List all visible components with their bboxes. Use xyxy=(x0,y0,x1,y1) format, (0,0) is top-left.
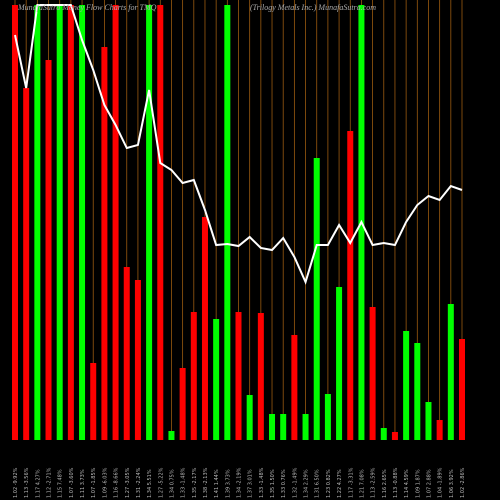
x-tick-label: 1.35 -2.17% xyxy=(192,467,198,498)
x-tick-label: 1.07 -1.85% xyxy=(91,467,97,498)
bar xyxy=(34,5,41,440)
x-tick-label: 1.33 -1.48% xyxy=(181,467,187,498)
bar xyxy=(45,60,52,440)
bar xyxy=(12,5,18,440)
x-tick-label: 1.35 1.50% xyxy=(270,469,276,498)
bar xyxy=(246,395,253,440)
bar xyxy=(101,47,108,440)
bar xyxy=(90,363,97,440)
x-tick-label: 1.13 -2.59% xyxy=(371,467,377,498)
bar xyxy=(459,339,465,440)
x-tick-label: 1.15 7.48% xyxy=(58,469,64,498)
x-tick-label: 1.09 -6.03% xyxy=(102,467,108,498)
x-tick-label: 1.27 -5.22% xyxy=(158,467,164,498)
x-tick-label: 1.34 -2.19% xyxy=(237,467,243,498)
x-tick-label: 1.17 -3.31% xyxy=(348,467,354,498)
bar xyxy=(112,5,119,440)
bar xyxy=(157,5,164,440)
bar xyxy=(235,312,242,440)
bar xyxy=(336,287,343,440)
bar xyxy=(179,368,186,440)
x-tick-label: 1.16 -8.66% xyxy=(114,467,120,498)
x-tick-label: 1.39 3.73% xyxy=(225,469,231,498)
bar xyxy=(291,335,298,440)
chart-title: MunafaSutra Money Flow Charts for TMQ xyxy=(17,3,157,12)
x-tick-label: 1.27 -3.05% xyxy=(125,467,131,498)
bar xyxy=(436,420,443,440)
bar xyxy=(224,5,231,440)
bar xyxy=(67,5,74,440)
bar xyxy=(347,131,354,440)
x-tick-label: 1.38 -2.13% xyxy=(203,467,209,498)
x-tick-label: 1.17 4.27% xyxy=(35,469,41,498)
bar xyxy=(213,319,220,440)
x-tick-label: 1.37 3.01% xyxy=(248,469,254,498)
x-tick-label: 1.22 4.27% xyxy=(337,469,343,498)
x-tick-label: 1.32 -1.49% xyxy=(292,467,298,498)
x-tick-label: 1.04 -1.89% xyxy=(438,467,444,498)
x-tick-label: 1.09 1.87% xyxy=(415,469,421,498)
bar xyxy=(123,267,130,440)
bar xyxy=(56,5,63,440)
bar xyxy=(146,5,153,440)
x-tick-label: 1.34 5.51% xyxy=(147,469,153,498)
x-tick-label: 1.31 6.50% xyxy=(315,469,321,498)
x-tick-label: 1.41 1.44% xyxy=(214,469,220,498)
bar xyxy=(134,280,141,440)
x-tick-label: 1.02 -9.92% xyxy=(13,467,19,498)
x-tick-label: 1.31 -2.24% xyxy=(136,467,142,498)
x-tick-label: 1.33 0.76% xyxy=(281,469,287,498)
bar xyxy=(269,414,276,440)
bar xyxy=(425,402,432,440)
bar xyxy=(391,432,398,440)
bar xyxy=(380,428,387,440)
bar xyxy=(168,431,175,440)
x-tick-label: 1.13 -0.88% xyxy=(393,467,399,498)
bar xyxy=(324,394,331,440)
x-tick-label: 1.23 0.82% xyxy=(326,469,332,498)
x-tick-label: 1.34 2.29% xyxy=(304,469,310,498)
bar xyxy=(201,217,208,440)
x-tick-label: 1.33 -1.48% xyxy=(259,467,265,498)
x-tick-label: 1.12 -2.71% xyxy=(47,467,53,498)
x-tick-label: 1.07 -3.60% xyxy=(69,467,75,498)
chart-subtitle: (Trilogy Metals Inc.) MunafaSutra.com xyxy=(250,3,376,12)
bar xyxy=(23,88,30,440)
bar xyxy=(280,414,287,440)
x-tick-label: 1.06 3.92% xyxy=(449,469,455,498)
x-tick-label: 1.16 2.65% xyxy=(382,469,388,498)
x-tick-label: 1.02 -2.86% xyxy=(460,467,466,498)
bar xyxy=(313,158,320,440)
bar xyxy=(79,5,86,440)
price-line xyxy=(14,4,463,285)
bar xyxy=(369,307,376,440)
bar xyxy=(447,304,454,440)
bar xyxy=(190,312,197,440)
x-tick-label: 1.34 0.75% xyxy=(169,469,175,498)
bar xyxy=(414,343,421,440)
bar xyxy=(257,313,264,440)
x-tick-label: 1.11 3.73% xyxy=(80,469,86,498)
x-tick-label: 1.07 2.88% xyxy=(426,469,432,498)
x-tick-label: 1.14 4.59% xyxy=(404,469,410,498)
x-tick-label: 1.13 -3.56% xyxy=(24,467,30,498)
bar xyxy=(302,414,309,440)
x-tick-label: 1.21 7.08% xyxy=(359,469,365,498)
bar xyxy=(403,331,410,440)
